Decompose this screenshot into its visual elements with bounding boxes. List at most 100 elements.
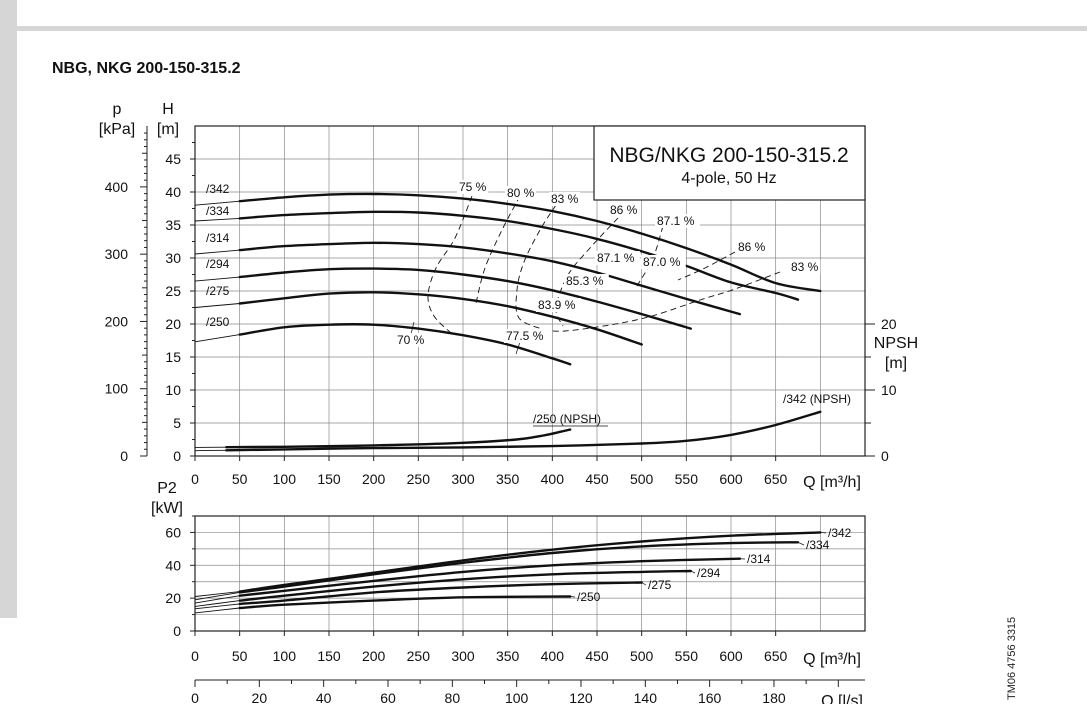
x-tick-label: 500 (630, 471, 654, 487)
efficiency-isoline (677, 251, 736, 281)
power-label-lead (641, 582, 647, 586)
efficiency-label-bg (505, 186, 537, 200)
p2-tick-label: 60 (165, 524, 181, 540)
power-curve-275-extension (194, 603, 240, 610)
curve-275-extension (194, 303, 240, 308)
efficiency-label: 80 % (505, 186, 537, 200)
ls-tick-label: 140 (634, 690, 658, 704)
curve-label-294: /294 (206, 257, 230, 271)
h-tick-label: 40 (165, 184, 181, 200)
x-tick-label: 150 (317, 648, 341, 664)
ls-tick-label: 100 (505, 690, 529, 704)
efficiency-label-bg (457, 180, 489, 194)
efficiency-label: 87.1 % (655, 214, 700, 228)
power-curve-294 (238, 569, 692, 602)
curve-314-extension (194, 249, 240, 255)
x-tick-label: 250 (407, 648, 431, 664)
power-chart: 0 50 100 150 200 250 300 350 400 450 500 550 600 650 Q… (151, 480, 866, 668)
x-tick-label: 450 (585, 471, 609, 487)
curve-250-npsh (225, 428, 572, 449)
curve-334-extension (194, 217, 240, 222)
left-sidebar-strip (0, 0, 17, 618)
efficiency-label-text: 80 % (507, 186, 535, 200)
legend-frame (593, 125, 866, 201)
x-tick-label: 250 (407, 471, 431, 487)
power-curve-334 (238, 541, 800, 594)
efficiency-label: 87.0 % (641, 255, 686, 269)
curve-294-extension (194, 276, 240, 282)
power-curve-label-275: /275 (648, 578, 672, 592)
x-tick-label: 550 (675, 648, 699, 664)
h-tick-label: 20 (165, 316, 181, 332)
efficiency-label-bg (608, 203, 640, 217)
efficiency-label-text: 86 % (610, 203, 638, 217)
x-tick-label: 300 (451, 648, 475, 664)
ls-tick-label: 40 (316, 690, 332, 704)
page-title: NBG, NKG 200-150-315.2 (52, 60, 241, 77)
power-curve-label-314: /314 (747, 552, 771, 566)
x-axis-label: Q [m³/h] (803, 651, 861, 668)
power-plot-frame (194, 515, 866, 632)
efficiency-isoline (544, 271, 781, 332)
x-tick-label: 100 (273, 648, 297, 664)
efficiency-label-bg (736, 240, 768, 254)
ls-tick-label: 20 (252, 690, 268, 704)
h-tick-label: 30 (165, 250, 181, 266)
efficiency-label-text: 77.5 % (506, 329, 544, 343)
power-curve-314-extension (194, 595, 240, 604)
power-label-lead (570, 596, 576, 598)
curve-label-250: /250 (206, 315, 230, 329)
curve-275 (238, 291, 643, 346)
p2-tick-label: 0 (173, 623, 181, 639)
power-curve-342-extension (194, 591, 240, 597)
efficiency-label: 83 % (549, 192, 581, 206)
x-tick-label: 650 (764, 648, 788, 664)
x-tick-label: 450 (585, 648, 609, 664)
efficiency-label-bg (549, 192, 581, 206)
efficiency-label: 86 % (608, 203, 640, 217)
power-curve-250 (238, 595, 572, 610)
ls-tick-label: 160 (698, 690, 722, 704)
curve-250 (238, 323, 572, 366)
top-divider-bar (0, 26, 1087, 31)
curve-label-342: /342 (206, 182, 230, 196)
ls-tick-label: 0 (191, 690, 199, 704)
h-tick-label: 35 (165, 217, 181, 233)
x-tick-label: 100 (273, 471, 297, 487)
efficiency-label-text: 83.9 % (538, 298, 576, 312)
ls-tick-label: 80 (445, 690, 461, 704)
efficiency-label-bg (655, 214, 700, 228)
power-curve-342 (238, 531, 822, 593)
efficiency-label-text: 86 % (738, 240, 766, 254)
efficiency-label: 86 % (736, 240, 768, 254)
curve-label-250-npsh: /250 (NPSH) (533, 412, 601, 426)
x-tick-label: 650 (764, 471, 788, 487)
ls-tick-label: 60 (380, 690, 396, 704)
p-axis-label: p [kPa] (99, 101, 135, 138)
p-tick-label: 0 (120, 448, 128, 464)
efficiency-label-bg (395, 333, 427, 347)
efficiency-lead (515, 341, 521, 355)
power-curve-label-334: /334 (806, 538, 830, 552)
efficiency-label-text: 83 % (551, 192, 579, 206)
power-label-lead (820, 532, 827, 534)
x-tick-label: 550 (675, 471, 699, 487)
efficiency-isoline (475, 195, 521, 304)
efficiency-label-bg (595, 251, 640, 265)
h-tick-label: 0 (173, 448, 181, 464)
curve-label-342-npsh: /342 (NPSH) (783, 392, 851, 406)
flow-ls-axis: 0 20 40 60 80 100 120 140 160 180 Q [l/s] (191, 679, 865, 704)
curve-314 (238, 241, 742, 316)
efficiency-label: 70 % (395, 333, 427, 347)
x-tick-label: 600 (719, 648, 743, 664)
curve-294 (238, 267, 692, 330)
curve-342-extension (194, 200, 240, 206)
efficiency-label: 83 % (789, 260, 821, 274)
efficiency-label-bg (641, 255, 686, 269)
x-tick-label: 500 (630, 648, 654, 664)
power-label-lead (797, 541, 805, 546)
efficiency-label-bg (564, 274, 609, 288)
curve-342-npsh (225, 410, 822, 452)
efficiency-isoline (515, 204, 557, 331)
